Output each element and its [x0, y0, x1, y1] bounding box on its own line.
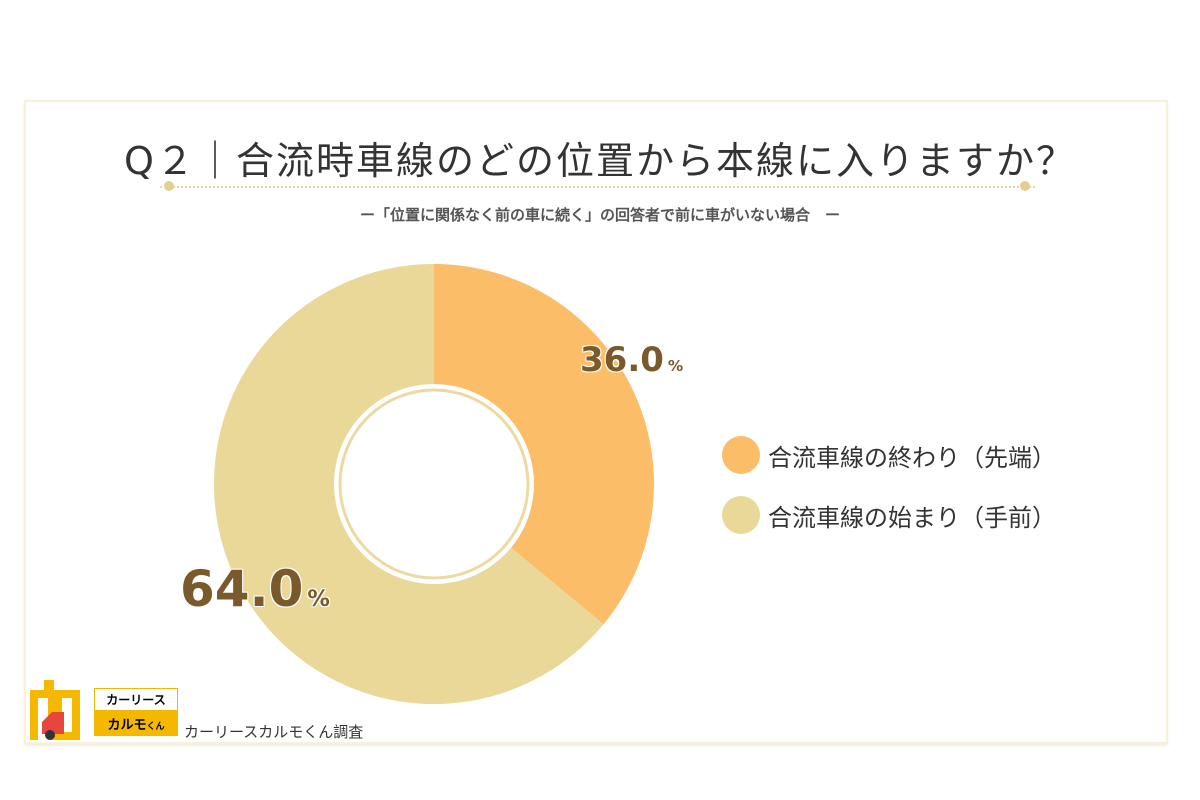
brand-bottom: カルモくん — [94, 711, 178, 736]
legend-item: 合流車線の終わり（先端） — [722, 436, 1056, 474]
donut-inner-ring — [338, 388, 530, 580]
carmo-logo-icon — [30, 680, 80, 740]
legend-item: 合流車線の始まり（手前） — [722, 496, 1056, 534]
divider-dot — [164, 181, 174, 191]
divider-dot — [1020, 181, 1030, 191]
legend-label: 合流車線の終わり（先端） — [768, 443, 1056, 472]
pie-slice-0 — [434, 264, 654, 625]
chart-title: Q２｜合流時車線のどの位置から本線に入りますか？ — [124, 139, 1076, 183]
data-label-0: 36.0% — [580, 340, 684, 380]
title-divider — [160, 186, 1035, 188]
legend-swatch — [722, 436, 760, 474]
pie-slice-1 — [213, 264, 604, 704]
source-credit: カーリースカルモくん調査 — [184, 723, 364, 741]
brand-logo: カーリース カルモくん — [94, 688, 178, 736]
data-label-1: 64.0% — [180, 560, 330, 618]
brand-top: カーリース — [94, 688, 178, 711]
legend-label: 合流車線の始まり（手前） — [768, 503, 1056, 532]
legend: 合流車線の終わり（先端） 合流車線の始まり（手前） — [722, 436, 1056, 556]
chart-subtitle: ー「位置に関係なく前の車に続く」の回答者で前に車がいない場合 ー — [359, 206, 840, 224]
legend-swatch — [722, 496, 760, 534]
